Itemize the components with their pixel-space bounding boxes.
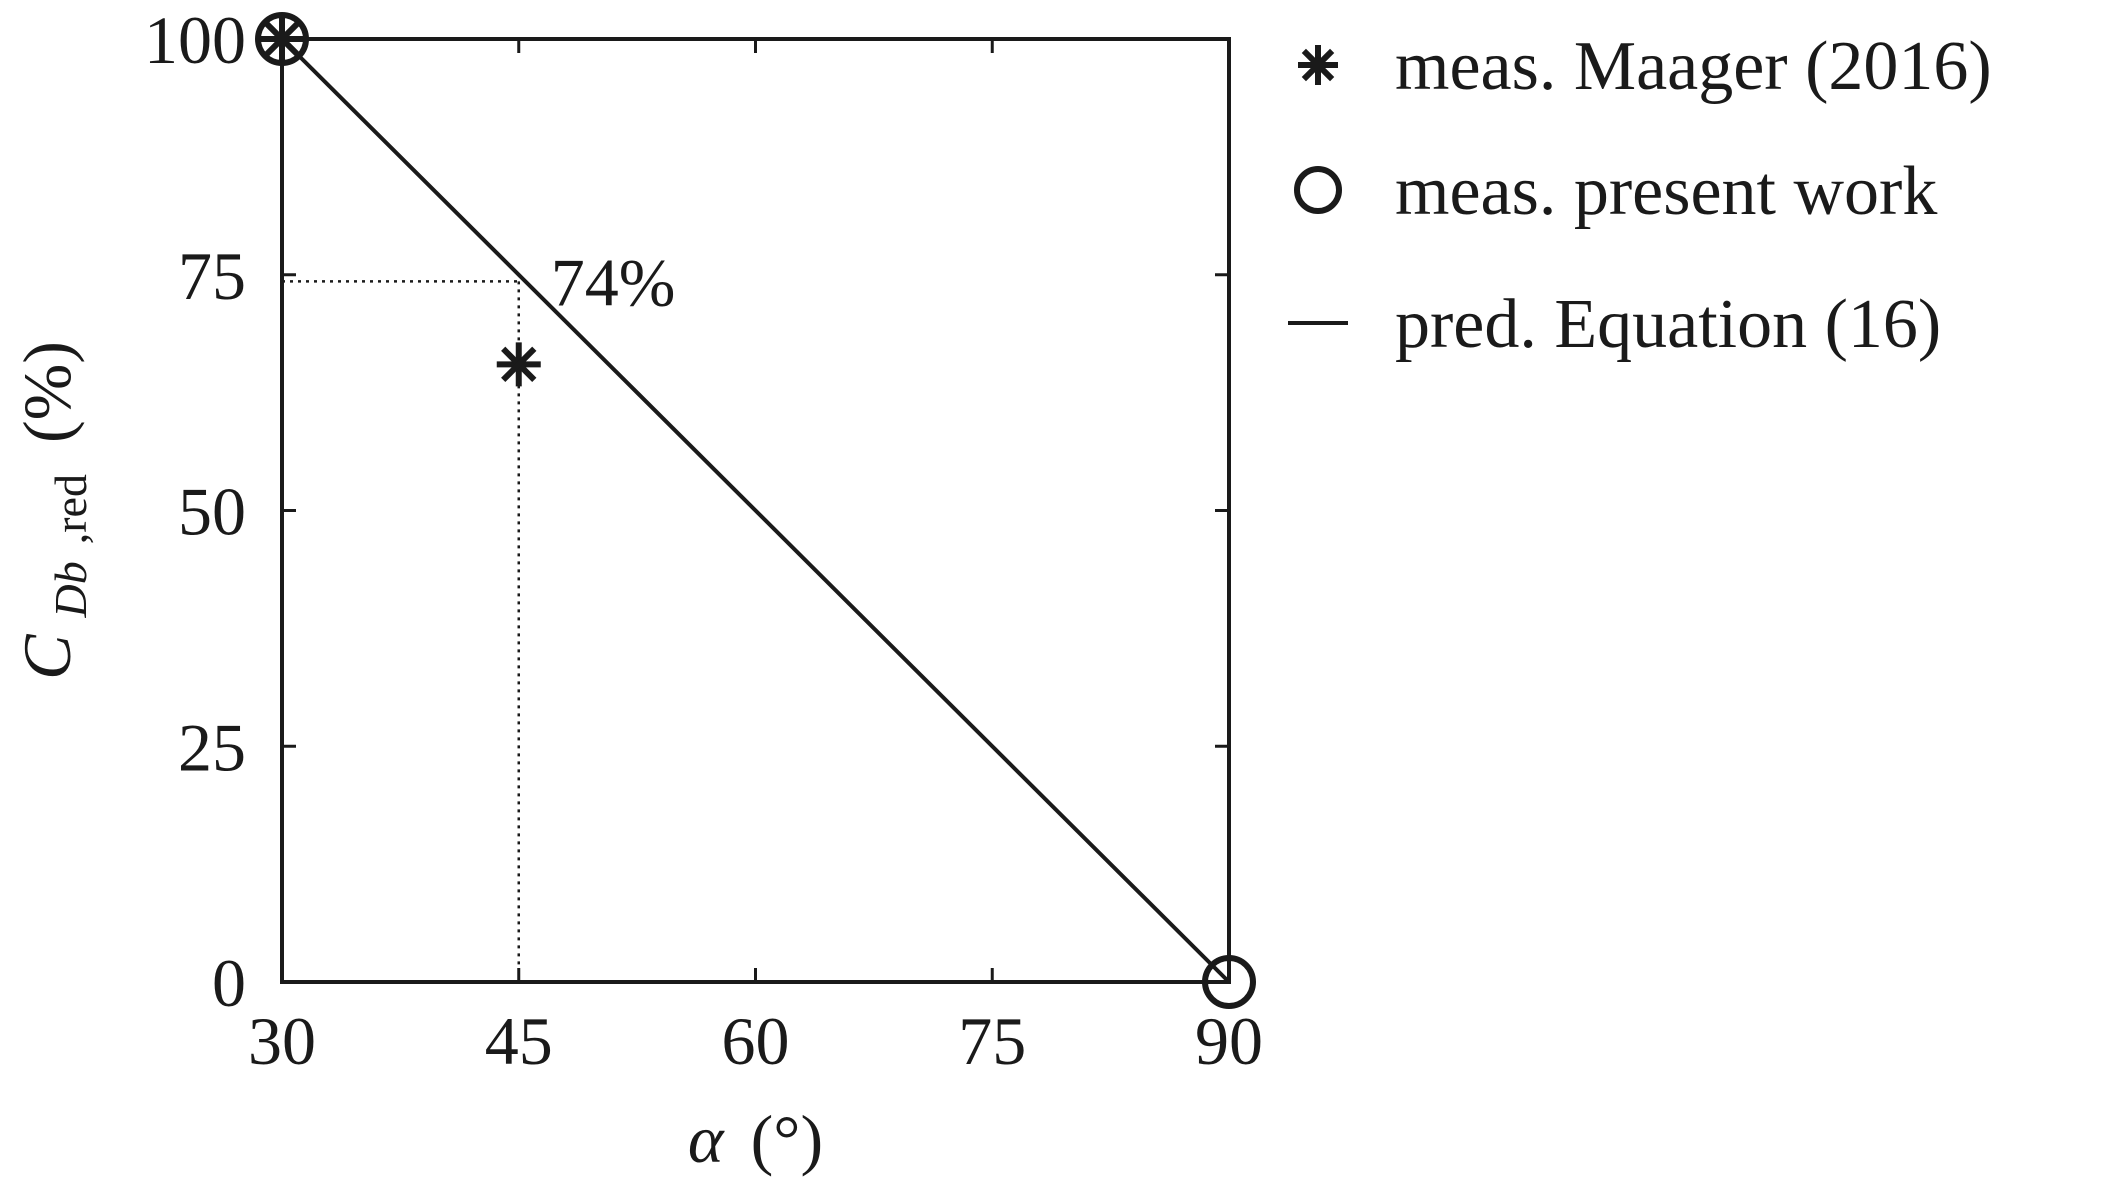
y-tick-label: 50 bbox=[178, 474, 246, 550]
y-tick-label: 100 bbox=[144, 2, 246, 78]
plot-layer: 30 45 60 75 90 0 25 50 75 100 bbox=[144, 2, 1263, 1079]
legend: meas. Maager (2016) meas. present work pre… bbox=[1288, 28, 1992, 363]
legend-marker-circle bbox=[1294, 166, 1342, 214]
data-point-present-work bbox=[1202, 955, 1256, 1009]
annotation-label: 74% bbox=[551, 244, 676, 320]
x-tick-label: 45 bbox=[485, 1003, 553, 1079]
series-line-equation-16 bbox=[280, 37, 1231, 984]
x-tick-label: 90 bbox=[1195, 1003, 1263, 1079]
y-axis-subscript-tail: ,red bbox=[45, 474, 96, 544]
y-tick-label: 25 bbox=[178, 709, 246, 785]
legend-marker-asterisk bbox=[1298, 45, 1338, 85]
y-tick-label: 0 bbox=[212, 945, 246, 1021]
y-tick-label: 75 bbox=[178, 238, 246, 314]
legend-label: pred. Equation (16) bbox=[1395, 286, 1941, 363]
asterisk-stroke bbox=[1301, 48, 1335, 82]
x-tick-label: 60 bbox=[722, 1003, 790, 1079]
data-point-present-work bbox=[255, 12, 309, 66]
asterisk-stroke bbox=[501, 346, 537, 383]
x-axis-symbol: α bbox=[688, 1101, 725, 1177]
data-point-maager bbox=[260, 17, 304, 61]
data-point-maager bbox=[496, 342, 541, 387]
asterisk-stroke bbox=[264, 21, 300, 57]
y-axis-unit: (%) bbox=[9, 341, 85, 443]
y-axis-label: C Db ,red (%) bbox=[9, 341, 101, 680]
legend-label: meas. present work bbox=[1395, 153, 1937, 230]
legend-label: meas. Maager (2016) bbox=[1395, 28, 1992, 105]
x-tick-label: 75 bbox=[958, 1003, 1026, 1079]
x-tick-label: 30 bbox=[248, 1003, 316, 1079]
y-axis-subscript: Db bbox=[45, 561, 96, 618]
y-axis-base: C bbox=[9, 634, 85, 680]
x-axis-unit: (°) bbox=[751, 1101, 823, 1177]
x-axis-label: α (°) bbox=[688, 1101, 823, 1177]
